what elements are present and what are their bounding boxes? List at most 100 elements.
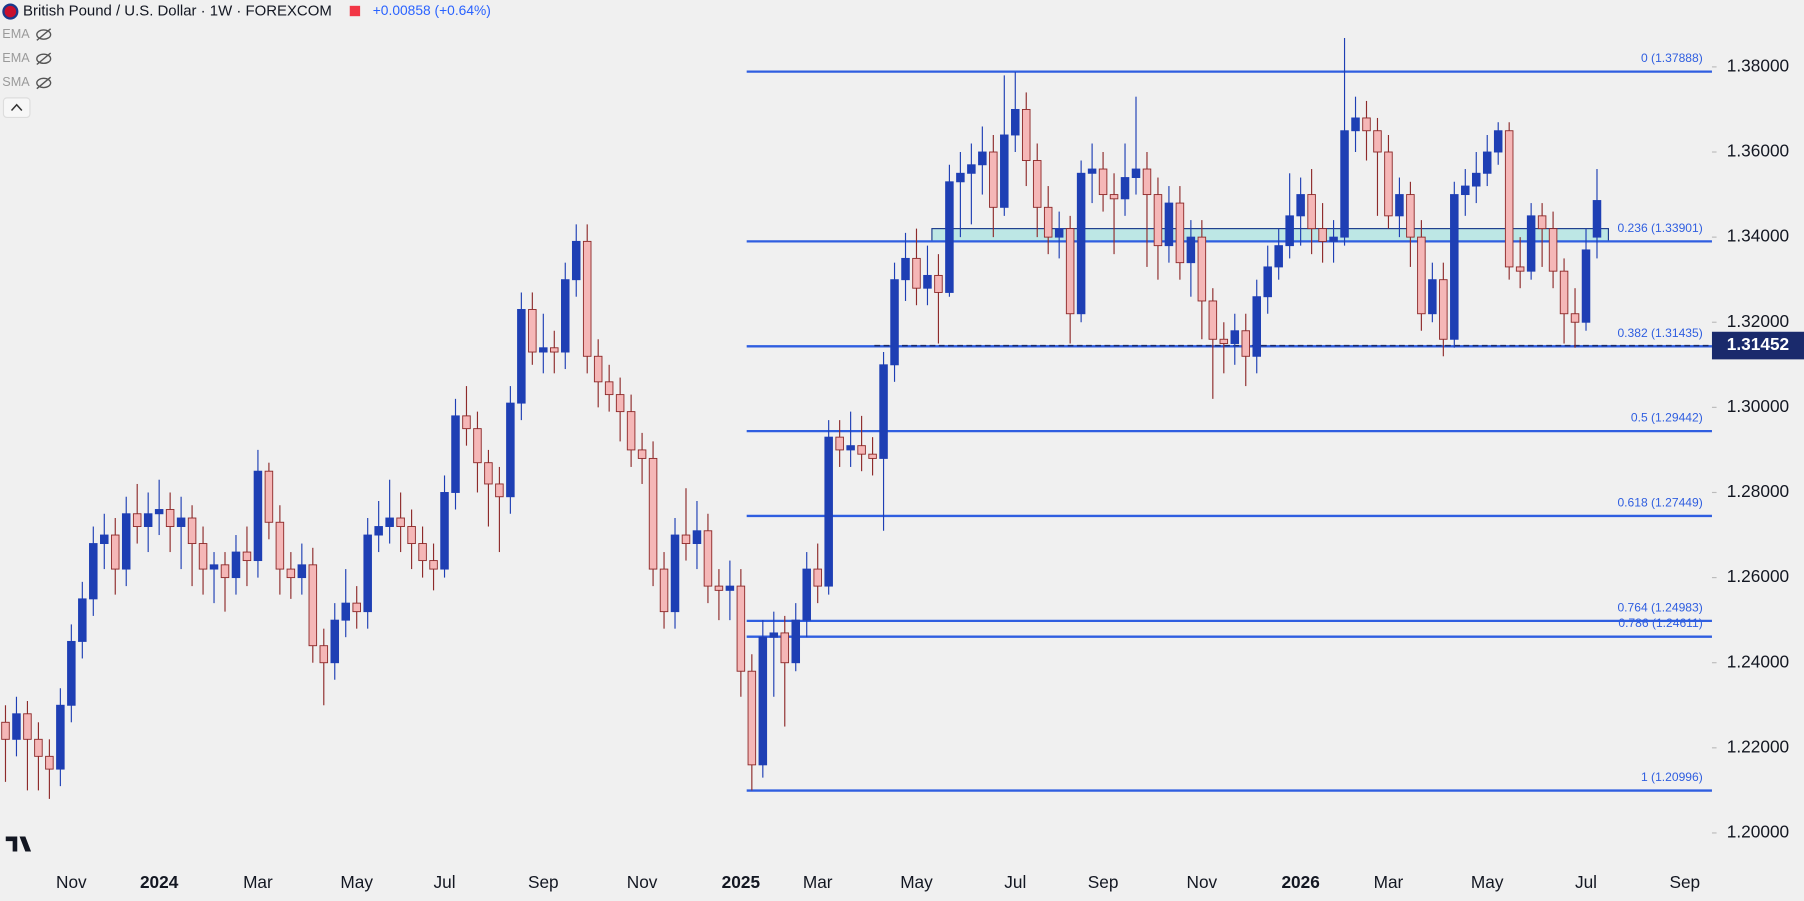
candle-body [462, 415, 471, 430]
candle-body [967, 164, 976, 174]
price-change: +0.00858 (+0.64%) [373, 3, 491, 18]
collapse-button[interactable] [2, 97, 31, 119]
y-tick-label: 1.32000 [1727, 311, 1789, 331]
candle-body [1208, 300, 1218, 340]
eye-icon[interactable] [36, 29, 52, 40]
candle-body [1559, 270, 1569, 315]
candle-body [593, 355, 603, 383]
indicator-label[interactable]: SMA [2, 75, 30, 89]
fib-label: 0.5 (1.29442) [1631, 411, 1703, 425]
candle-body [1285, 215, 1294, 247]
symbol-title[interactable]: British Pound / U.S. Dollar · 1W · FOREX… [23, 3, 332, 20]
candle-body [330, 619, 340, 664]
candle-body [1032, 160, 1042, 208]
candle-body [1581, 249, 1591, 323]
candle-body [418, 543, 427, 562]
y-tick-label: 1.20000 [1727, 822, 1789, 842]
candle-body [659, 568, 669, 613]
candle-body [550, 347, 559, 353]
candle-body [1043, 206, 1053, 238]
indicator-label[interactable]: EMA [2, 51, 30, 65]
logo [5, 836, 32, 852]
candle-body [802, 568, 811, 621]
candle-body [385, 517, 394, 527]
candle-body [154, 509, 164, 515]
x-tick-label: Mar [243, 872, 273, 892]
candle-body [1515, 266, 1525, 272]
eye-icon[interactable] [36, 77, 52, 89]
eye-icon[interactable] [36, 53, 52, 65]
x-tick-label: Nov [1187, 872, 1218, 892]
flag-icon [2, 3, 19, 20]
candle-body [473, 428, 482, 464]
candle-body [1482, 151, 1492, 174]
fib-label: 0 (1.37888) [1641, 51, 1703, 65]
fib-label: 0.786 (1.24611) [1618, 616, 1702, 630]
candle-body [1395, 194, 1404, 217]
candle-body [923, 274, 932, 289]
candle-body [1065, 228, 1075, 315]
x-tick-label: Sep [1669, 872, 1700, 892]
candle-body [692, 530, 702, 545]
candle-body [978, 151, 987, 166]
y-tick-label: 1.26000 [1727, 566, 1789, 586]
y-tick-label: 1.38000 [1727, 55, 1789, 75]
candle-body [835, 436, 844, 451]
x-tick-label: May [900, 872, 933, 892]
candle-body [1450, 194, 1459, 340]
fib-label: 1 (1.20996) [1641, 770, 1703, 784]
candle-body [1461, 185, 1470, 196]
candle-body [1428, 279, 1437, 315]
candle-body [1351, 117, 1360, 132]
y-tick-label: 1.22000 [1727, 736, 1789, 756]
candle-body [45, 755, 54, 770]
candle-body [912, 257, 921, 289]
y-tick-label: 1.30000 [1727, 396, 1789, 416]
candle-body [934, 274, 943, 293]
candle-body [1076, 172, 1086, 315]
candle-body [868, 453, 877, 459]
candle-body [1439, 279, 1448, 340]
candle-body [451, 415, 460, 493]
candle-body [1493, 130, 1503, 153]
candle-body [604, 381, 614, 396]
candle-body [758, 636, 768, 766]
x-tick-label: Nov [56, 872, 87, 892]
candle-body [714, 585, 724, 591]
candle-body [1164, 202, 1174, 247]
candle-body [791, 619, 801, 664]
candle-body [429, 560, 438, 570]
indicator-label[interactable]: EMA [2, 27, 30, 41]
candle-body [615, 394, 625, 413]
candle-body [89, 543, 98, 600]
candle-body [945, 181, 954, 293]
flag-marker[interactable] [349, 5, 361, 17]
candle-body [187, 517, 197, 545]
candle-body [637, 449, 647, 459]
candle-body [220, 564, 230, 579]
candle-body [1263, 266, 1272, 298]
candle-body [1406, 194, 1415, 238]
candle-body [1021, 108, 1031, 161]
x-tick-label: 2024 [140, 872, 179, 892]
candle-body [890, 279, 899, 366]
candle-body [1592, 200, 1602, 238]
candle-body [132, 513, 142, 527]
candle-body [703, 530, 713, 587]
candle-body [1526, 215, 1536, 272]
candle-body [374, 526, 383, 536]
candle-body [1318, 228, 1327, 242]
candle-body [121, 513, 131, 570]
candle-body [879, 364, 888, 459]
y-tick-label: 1.36000 [1727, 141, 1789, 161]
candle-body [824, 436, 833, 587]
candle-body [176, 517, 186, 527]
candle-body [1384, 151, 1393, 217]
candle-body [1504, 130, 1514, 268]
candle-body [1142, 168, 1152, 196]
candle-body [1, 721, 10, 740]
candle-body [1471, 172, 1481, 187]
candle-body [67, 640, 76, 706]
